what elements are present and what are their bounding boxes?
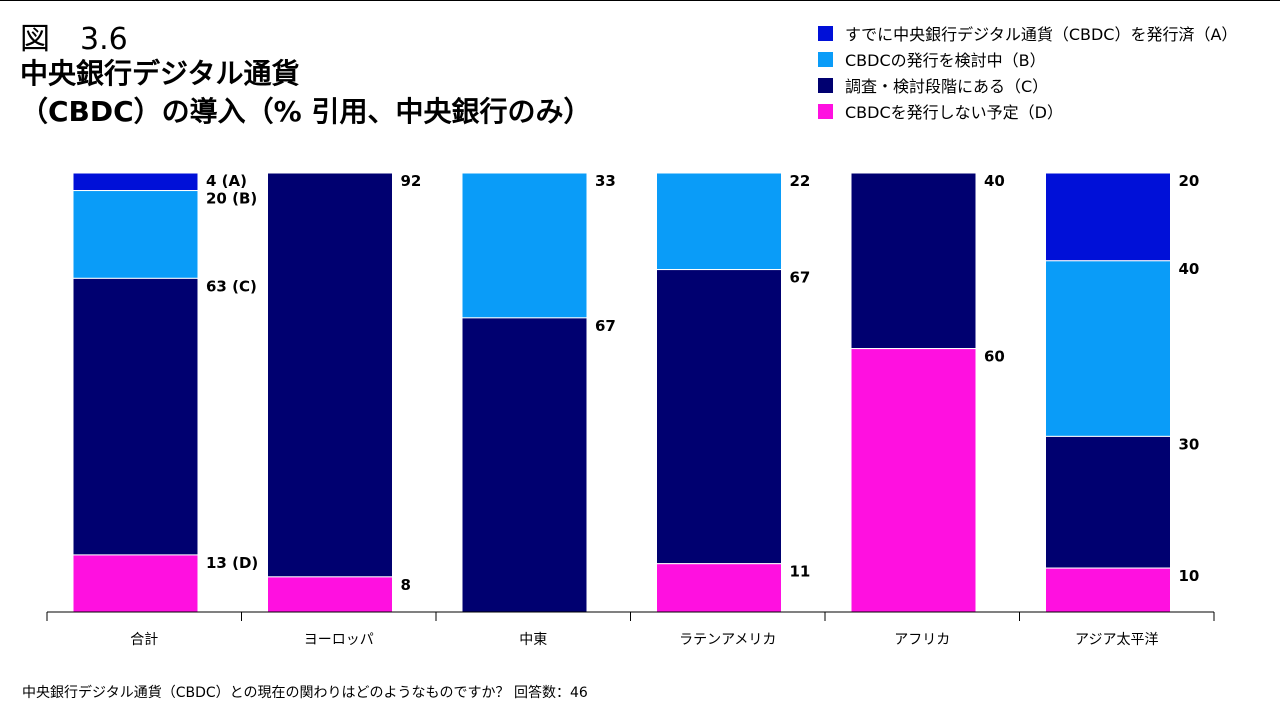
legend-item-b: CBDCの発行を検討中（B）: [818, 46, 1237, 72]
bar-segment-b: [72, 190, 199, 279]
data-label: 92: [401, 172, 422, 190]
legend-item-d: CBDCを発行しない予定（D）: [818, 98, 1237, 124]
x-tick-label: アフリカ: [894, 632, 950, 648]
x-tick-label: 中東: [519, 632, 547, 648]
bar-segment-c: [72, 277, 199, 556]
data-label: 20: [1179, 172, 1200, 190]
legend-swatch: [818, 77, 833, 93]
bar-segment-c: [850, 172, 977, 350]
data-label: 10: [1179, 567, 1200, 585]
data-label: 11: [790, 563, 811, 581]
bar-segment-a: [72, 172, 199, 192]
data-label: 8: [401, 576, 411, 594]
bar-segment-d: [72, 554, 199, 613]
legend-swatch: [818, 51, 833, 67]
footnote: 中央銀行デジタル通貨（CBDC）との現在の関わりはどのようなものですか？ 回答数…: [22, 685, 588, 701]
data-label: 67: [790, 269, 811, 287]
data-label: 63 (C): [206, 277, 257, 295]
legend-label: CBDCの発行を検討中（B）: [845, 51, 1046, 70]
x-tick-label: ヨーロッパ: [304, 632, 374, 648]
bar-segment-b: [461, 172, 588, 319]
legend-item-c: 調査・検討段階にある（C）: [818, 72, 1237, 98]
chart-title: 中央銀行デジタル通貨 （CBDC）の導入（% 引用、中央銀行のみ）: [20, 55, 592, 131]
legend-swatch: [818, 25, 833, 41]
data-label: 13 (D): [206, 554, 258, 572]
data-label: 20 (B): [206, 190, 257, 208]
legend-swatch: [818, 103, 833, 119]
data-label: 22: [790, 172, 811, 190]
title-line-2: （CBDC）の導入（% 引用、中央銀行のみ）: [20, 95, 592, 128]
bar-segment-d: [1045, 567, 1171, 613]
data-label: 60: [984, 348, 1005, 366]
legend: すでに中央銀行デジタル通貨（CBDC）を発行済（A） CBDCの発行を検討中（B…: [818, 20, 1237, 124]
legend-label: CBDCを発行しない予定（D）: [845, 103, 1063, 122]
bar-segment-c: [267, 172, 393, 578]
data-label: 67: [595, 317, 616, 335]
bar-segment-c: [1045, 435, 1171, 569]
title-line-1: 中央銀行デジタル通貨: [20, 57, 300, 90]
x-tick-label: 合計: [130, 632, 158, 648]
legend-label: 調査・検討段階にある（C）: [845, 77, 1049, 96]
bar-segment-c: [461, 317, 588, 613]
data-label: 40: [1179, 260, 1200, 278]
data-label: 4 (A): [206, 172, 247, 190]
legend-item-a: すでに中央銀行デジタル通貨（CBDC）を発行済（A）: [818, 20, 1237, 46]
data-label: 30: [1179, 435, 1200, 453]
x-tick-label: ラテンアメリカ: [679, 632, 776, 648]
bar-segment-c: [656, 269, 782, 565]
legend-label: すでに中央銀行デジタル通貨（CBDC）を発行済（A）: [845, 25, 1238, 44]
data-label: 33: [595, 172, 616, 190]
bar-segment-d: [267, 576, 393, 613]
bar-segment-d: [850, 348, 977, 613]
bar-segment-b: [656, 172, 782, 271]
x-tick-label: アジア太平洋: [1075, 632, 1158, 648]
bar-segment-d: [656, 563, 782, 613]
data-label: 40: [984, 172, 1005, 190]
bar-segment-b: [1045, 260, 1171, 437]
figure-label: 図 3.6: [20, 22, 128, 57]
top-rule: [0, 0, 1280, 1]
bar-segment-a: [1045, 172, 1171, 262]
